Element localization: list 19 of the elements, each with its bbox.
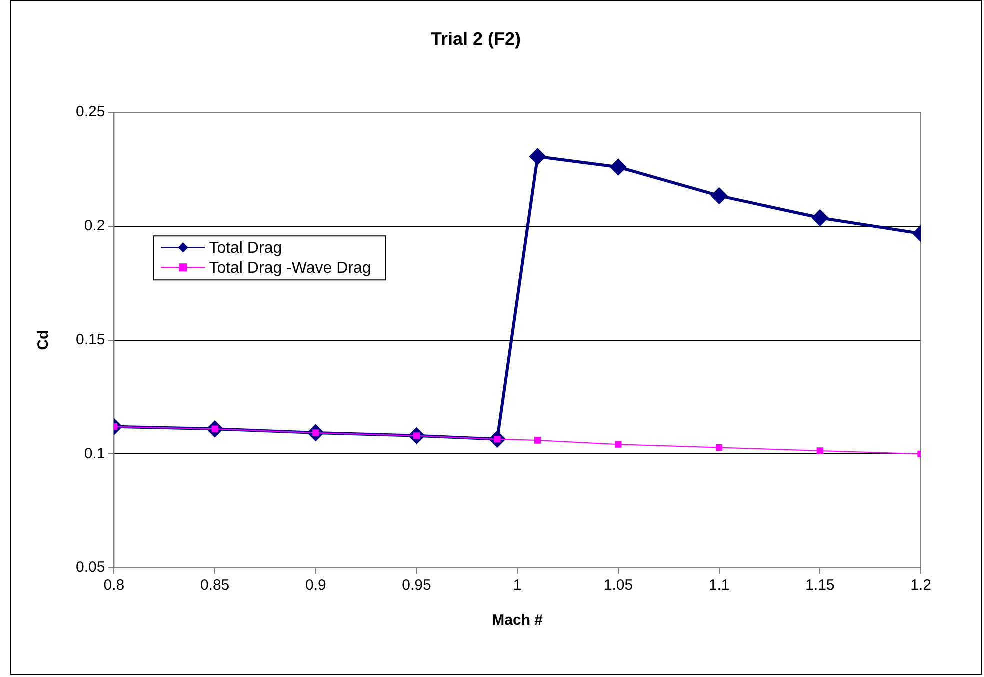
chart-title: Trial 2 (F2) [430,28,522,49]
x-tick-label: 1.1 [708,577,730,594]
y-tick-label: 0.2 [84,218,106,235]
y-tick-label: 0.25 [76,104,106,121]
y-tick-label: 0.1 [84,445,106,462]
x-tick-label: 0.95 [402,577,432,594]
x-tick-label: 0.85 [200,577,230,594]
x-tick-label: 1.2 [910,577,932,594]
y-tick-label: 0.15 [76,331,106,348]
x-axis-title: Mach # [492,612,544,630]
x-tick-label: 1 [513,577,522,594]
x-tick-label: 0.9 [305,577,326,594]
legend-label: Total Drag -Wave Drag [209,260,372,278]
y-axis-title: Cd [35,330,52,350]
x-tick-label: 0.8 [104,577,125,594]
x-tick-label: 1.15 [806,577,835,594]
x-tick-label: 1.05 [604,577,634,594]
y-tick-label: 0.05 [76,559,106,576]
legend-label: Total Drag [209,240,282,258]
